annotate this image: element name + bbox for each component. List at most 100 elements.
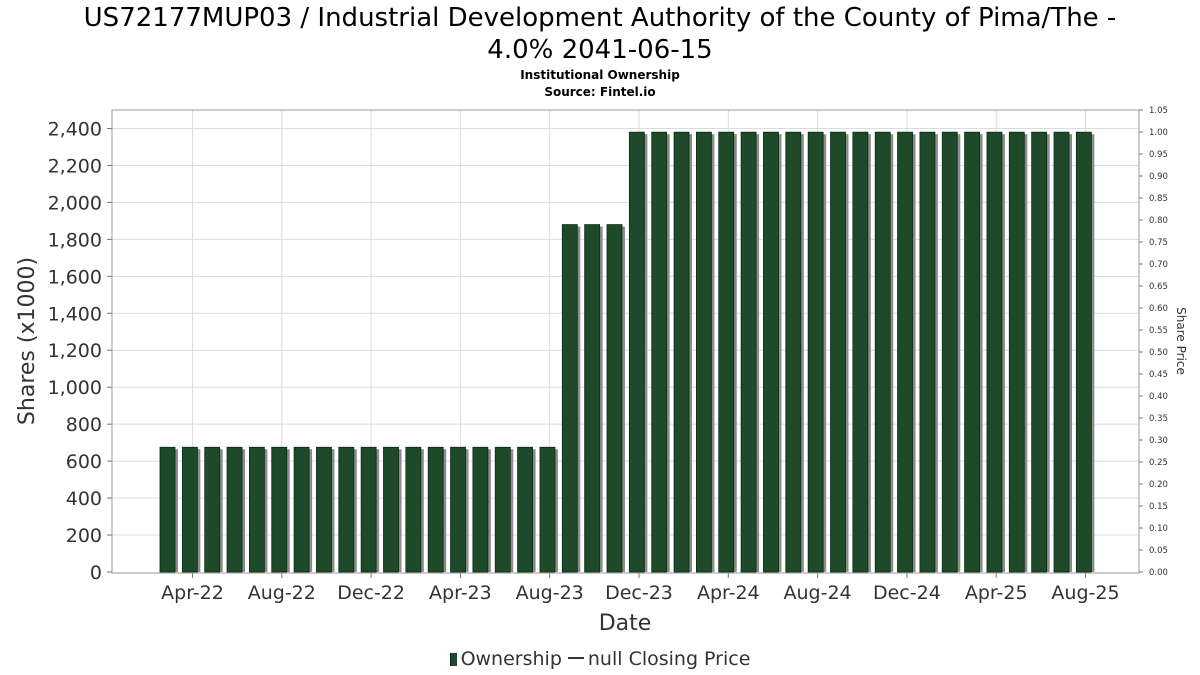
bar-ownership	[1075, 131, 1092, 573]
y2-tick-label: 0.45	[1149, 370, 1168, 380]
bar-ownership	[181, 446, 198, 573]
bar-ownership	[427, 446, 444, 573]
x-tick-label: Apr-23	[429, 582, 492, 604]
chart-subtitle: Institutional Ownership	[520, 68, 680, 82]
bar-ownership	[204, 446, 221, 573]
bar-ownership	[628, 131, 645, 573]
bar-ownership	[360, 446, 377, 573]
bar-ownership	[763, 131, 779, 573]
x-tick-label: Dec-22	[337, 582, 405, 604]
bar-ownership	[919, 131, 936, 573]
y-tick-label: 2,200	[48, 155, 102, 177]
legend-label-price: null Closing Price	[587, 648, 751, 670]
bar-ownership	[852, 131, 869, 573]
bar-ownership	[696, 131, 712, 573]
bar-ownership	[584, 224, 601, 573]
bar-ownership	[673, 131, 690, 573]
y2-tick-label: 0.40	[1149, 392, 1168, 402]
bar-ownership	[338, 446, 355, 573]
x-tick-label: Aug-23	[516, 582, 584, 604]
legend-label-ownership: Ownership	[460, 648, 562, 670]
x-axis-label: Date	[599, 611, 652, 636]
bar-ownership	[606, 224, 623, 573]
chart-title-line-2: 4.0% 2041-06-15	[487, 35, 713, 65]
y-tick-label: 1,600	[48, 266, 102, 288]
bar-ownership	[248, 446, 265, 573]
y2-tick-label: 1.05	[1149, 106, 1168, 116]
bar-ownership	[316, 446, 332, 573]
y2-tick-label: 0.90	[1149, 172, 1168, 182]
x-tick-label: Dec-24	[873, 582, 941, 604]
bar-ownership	[539, 446, 556, 573]
y-tick-label: 0	[90, 562, 102, 584]
bar-ownership	[740, 131, 757, 573]
bar-ownership	[874, 131, 891, 573]
bar-series-ownership	[159, 131, 1095, 573]
chart-source: Source: Fintel.io	[544, 85, 656, 99]
x-tick-label: Aug-24	[784, 582, 852, 604]
y-tick-label: 200	[66, 525, 102, 547]
y2-tick-label: 0.80	[1149, 216, 1168, 226]
y-tick-label: 1,000	[48, 377, 102, 399]
y2-tick-label: 0.60	[1149, 304, 1168, 314]
bar-ownership	[226, 446, 243, 573]
y2-tick-label: 0.55	[1149, 326, 1168, 336]
bar-ownership	[517, 446, 533, 573]
bar-ownership	[964, 131, 980, 573]
y2-tick-label: 0.15	[1149, 502, 1168, 512]
bar-ownership	[1008, 131, 1025, 573]
y2-axis-ticks: 0.00 0.05 0.10 0.15 0.20 0.25 0.30 0.35 0.40 0.45…	[1139, 106, 1168, 578]
bar-ownership	[941, 131, 958, 573]
bar-ownership	[830, 131, 846, 573]
bar-ownership	[494, 446, 511, 573]
y-axis-label: Shares (x1000)	[15, 257, 40, 425]
x-tick-label: Aug-22	[248, 582, 316, 604]
x-tick-label: Apr-25	[965, 582, 1028, 604]
y2-tick-label: 0.50	[1149, 348, 1168, 358]
y2-tick-label: 0.25	[1149, 458, 1168, 468]
bar-ownership	[785, 131, 802, 573]
chart-title-line-1: US72177MUP03 / Industrial Development Au…	[83, 3, 1117, 33]
legend-swatch-ownership	[449, 653, 457, 666]
x-tick-label: Apr-22	[161, 582, 224, 604]
y2-tick-label: 0.65	[1149, 282, 1168, 292]
y2-tick-label: 0.20	[1149, 480, 1168, 490]
bar-ownership	[405, 446, 422, 573]
y2-tick-label: 0.70	[1149, 260, 1168, 270]
bar-ownership	[986, 131, 1003, 573]
y-tick-label: 1,800	[48, 229, 102, 251]
y-tick-label: 1,400	[48, 303, 102, 325]
y-tick-label: 400	[66, 488, 102, 510]
legend-swatch-price	[567, 657, 584, 659]
bar-ownership	[293, 446, 310, 573]
bar-ownership	[897, 131, 913, 573]
bar-ownership	[472, 446, 489, 573]
y-axis-ticks: 0 200 400 600 800 1,000 1,200 1,400 1,600 1,800 2,…	[48, 118, 112, 584]
bar-ownership	[561, 224, 578, 573]
x-axis-ticks: Apr-22 Aug-22 Dec-22 Apr-23 Aug-23 Dec-23 Apr-…	[112, 572, 1139, 604]
y2-tick-label: 1.00	[1149, 128, 1168, 138]
y2-tick-label: 0.00	[1149, 568, 1168, 578]
y2-tick-label: 0.10	[1149, 524, 1168, 534]
bar-ownership	[450, 446, 466, 573]
bar-ownership	[1053, 131, 1070, 573]
y2-tick-label: 0.05	[1149, 546, 1168, 556]
y2-tick-label: 0.85	[1149, 194, 1168, 204]
x-tick-label: Aug-25	[1051, 582, 1119, 604]
chart-legend: Ownership null Closing Price	[0, 648, 1200, 670]
bar-ownership	[159, 446, 176, 573]
x-tick-label: Dec-23	[605, 582, 673, 604]
bar-ownership	[383, 446, 399, 573]
y2-tick-label: 0.30	[1149, 436, 1168, 446]
bar-ownership	[651, 131, 668, 573]
y2-tick-label: 0.35	[1149, 414, 1168, 424]
y2-tick-label: 0.75	[1149, 238, 1168, 248]
y-tick-label: 600	[66, 451, 102, 473]
bar-ownership	[271, 446, 288, 573]
bar-ownership	[807, 131, 824, 573]
y2-axis-label: Share Price	[1174, 307, 1188, 375]
bar-ownership	[718, 131, 735, 573]
bar-ownership	[1031, 131, 1048, 573]
y-tick-label: 2,000	[48, 192, 102, 214]
